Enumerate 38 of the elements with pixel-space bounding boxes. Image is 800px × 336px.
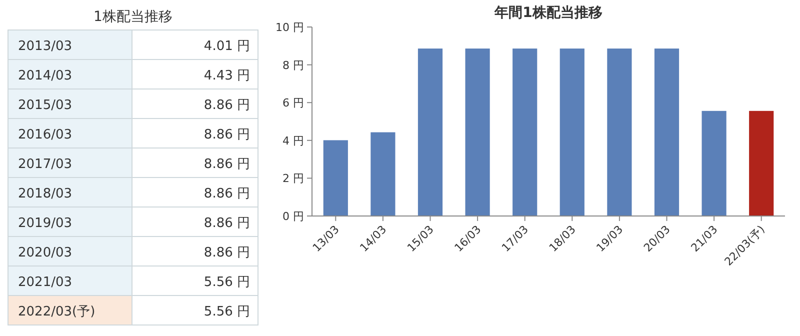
bar [512, 48, 538, 216]
bar [654, 48, 680, 216]
bar [370, 132, 396, 216]
text: 2015/03 [18, 98, 72, 113]
y-tick-label: 2 円 [282, 172, 304, 186]
text: 2018/03 [18, 186, 72, 202]
y-tick-label: 10 円 [276, 21, 304, 34]
text: 2014/03 [18, 68, 72, 84]
text: 8.86 円 [204, 246, 250, 260]
text: 2019/03 [18, 216, 72, 231]
text: 2017/03 [18, 157, 72, 172]
bar [418, 48, 443, 216]
y-tick-label: 8 円 [282, 58, 304, 72]
chart-title: 年間1株配当推移 [494, 5, 602, 21]
bar [749, 110, 774, 216]
text: 5.56 円 [204, 304, 250, 320]
text: 8.86 円 [204, 128, 250, 142]
text: 8.86 円 [204, 157, 250, 172]
text: 4.43 円 [204, 68, 250, 84]
bar [323, 140, 348, 216]
text: 2020/03 [18, 246, 72, 260]
text: 4.01 円 [204, 39, 250, 54]
text: 2016/03 [18, 128, 72, 142]
y-tick-label: 6 円 [282, 96, 304, 110]
bar [702, 110, 726, 216]
bar [560, 48, 584, 216]
text: 5.56 円 [204, 275, 250, 290]
text: 2022/03(予) [18, 304, 96, 320]
text: 8.86 円 [204, 216, 250, 231]
y-tick-label: 0 円 [282, 210, 304, 223]
text: 8.86 円 [204, 98, 250, 113]
text: 8.86 円 [204, 186, 250, 202]
bar [607, 48, 632, 216]
text: 2013/03 [18, 39, 72, 54]
text: 1株配当推移 [94, 9, 172, 25]
text: 2021/03 [18, 275, 72, 290]
bar [465, 48, 490, 216]
y-tick-label: 4 円 [282, 134, 304, 148]
